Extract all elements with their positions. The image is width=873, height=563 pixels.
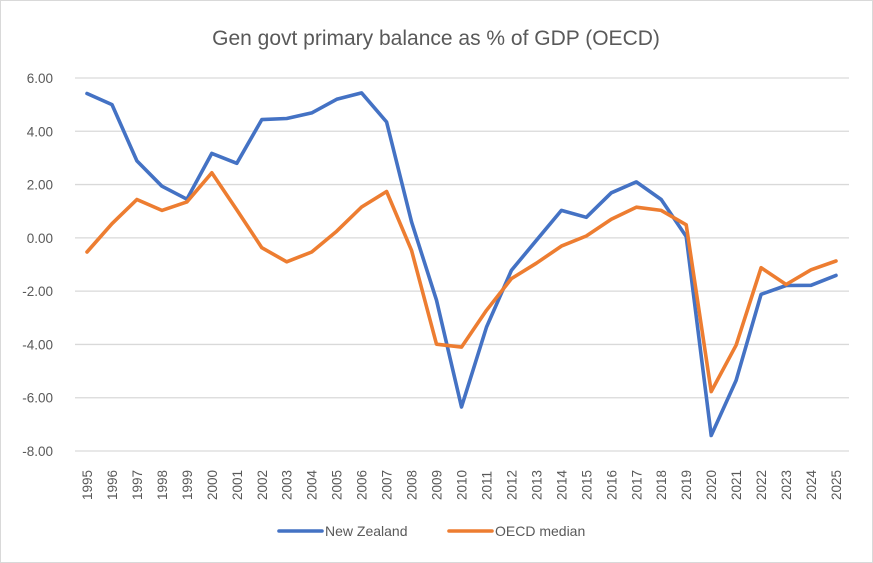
x-tick-label: 1995 <box>80 470 95 500</box>
x-tick-label: 2001 <box>230 470 245 500</box>
y-tick-label: -4.00 <box>22 337 53 352</box>
y-tick-label: -6.00 <box>22 391 53 406</box>
x-tick-label: 2021 <box>729 470 744 500</box>
x-tick-label: 2023 <box>779 470 794 500</box>
x-tick-label: 2011 <box>479 471 494 500</box>
x-tick-label: 2004 <box>305 469 320 500</box>
y-tick-label: 0.00 <box>27 231 53 246</box>
x-tick-label: 2007 <box>380 470 395 500</box>
legend: New Zealand OECD median <box>277 523 585 539</box>
y-tick-label: -2.00 <box>22 284 53 299</box>
y-tick-label: -8.00 <box>22 444 53 459</box>
x-tick-label: 2003 <box>280 470 295 500</box>
x-tick-label: 2025 <box>829 470 844 500</box>
x-tick-label: 2000 <box>205 470 220 500</box>
y-tick-label: 4.00 <box>27 124 53 139</box>
x-tick-label: 2008 <box>405 470 420 500</box>
series-line-oecd-median <box>85 171 838 394</box>
legend-label: OECD median <box>495 523 585 539</box>
x-tick-label: 1998 <box>155 470 170 500</box>
x-tick-label: 2016 <box>604 470 619 500</box>
x-tick-label: 2012 <box>504 470 519 500</box>
x-tick-label: 2014 <box>554 469 569 500</box>
x-tick-label: 2020 <box>704 470 719 500</box>
y-axis-ticks: 6.00 4.00 2.00 0.00 -2.00 -4.00 -6.00 -8.00 <box>22 71 53 459</box>
x-tick-label: 1999 <box>180 470 195 500</box>
chart-title: Gen govt primary balance as % of GDP (OE… <box>212 27 660 50</box>
x-tick-label: 1996 <box>105 470 120 500</box>
y-tick-label: 2.00 <box>27 178 53 193</box>
x-tick-label: 2022 <box>754 470 769 500</box>
x-tick-label: 2002 <box>255 470 270 500</box>
x-axis-ticks: 1995 1996 1997 1998 1999 2000 2001 2002 2003 2004… <box>80 469 844 500</box>
series-line-new-zealand <box>85 91 838 438</box>
x-tick-label: 2019 <box>679 470 694 500</box>
gridlines <box>75 77 849 452</box>
series-lines <box>85 91 838 438</box>
x-tick-label: 2005 <box>330 470 345 500</box>
x-tick-label: 2015 <box>579 470 594 500</box>
y-tick-label: 6.00 <box>27 71 53 86</box>
x-tick-label: 2013 <box>529 470 544 500</box>
x-tick-label: 2009 <box>430 470 445 500</box>
x-tick-label: 2006 <box>355 470 370 500</box>
x-tick-label: 1997 <box>130 470 145 500</box>
legend-label: New Zealand <box>325 523 408 539</box>
x-tick-label: 2017 <box>629 470 644 500</box>
x-tick-label: 2018 <box>654 470 669 500</box>
x-tick-label: 2010 <box>455 470 470 500</box>
x-tick-label: 2024 <box>804 469 819 500</box>
